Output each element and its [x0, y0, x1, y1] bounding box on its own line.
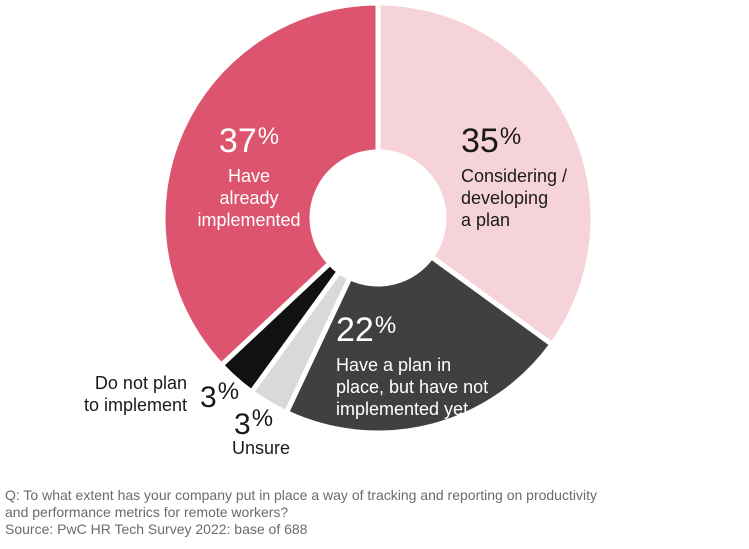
value-do-not-plan-wrap: 3%	[200, 378, 240, 414]
value-considering: 35	[461, 122, 499, 160]
slice-implemented	[160, 0, 381, 368]
question-line-2: and performance metrics for remote worke…	[5, 504, 289, 520]
slice-considering	[375, 0, 596, 347]
text-unsure: Unsure	[232, 438, 291, 458]
value-implemented: 37	[218, 122, 257, 160]
value-unsure: 3	[234, 408, 251, 441]
value-unsure-wrap: 3%	[234, 405, 274, 441]
slice-plan_not_implemented	[283, 254, 555, 436]
donut-chart: 37% Have already implemented 35% Conside…	[83, 0, 596, 458]
text-considering: Considering / developing a plan	[461, 166, 568, 230]
label-implemented: 37% Have already implemented	[197, 122, 301, 230]
text-plan-not-implemented: Have a plan in place, but have not imple…	[336, 355, 489, 419]
donut-svg	[160, 0, 596, 436]
text-do-not-plan: Do not plan to implement	[83, 373, 187, 415]
text-implemented: Have already implemented	[197, 166, 301, 230]
label-considering: 35% Considering / developing a plan	[461, 122, 568, 230]
chart-footer: Q: To what extent has your company put i…	[5, 487, 745, 538]
source-line: Source: PwC HR Tech Survey 2022: base of…	[5, 521, 308, 537]
value-plan-not-implemented: 22	[336, 311, 374, 349]
value-do-not-plan: 3	[200, 381, 217, 414]
label-plan-not-implemented: 22% Have a plan in place, but have not i…	[336, 311, 489, 419]
question-line-1: Q: To what extent has your company put i…	[5, 487, 597, 503]
